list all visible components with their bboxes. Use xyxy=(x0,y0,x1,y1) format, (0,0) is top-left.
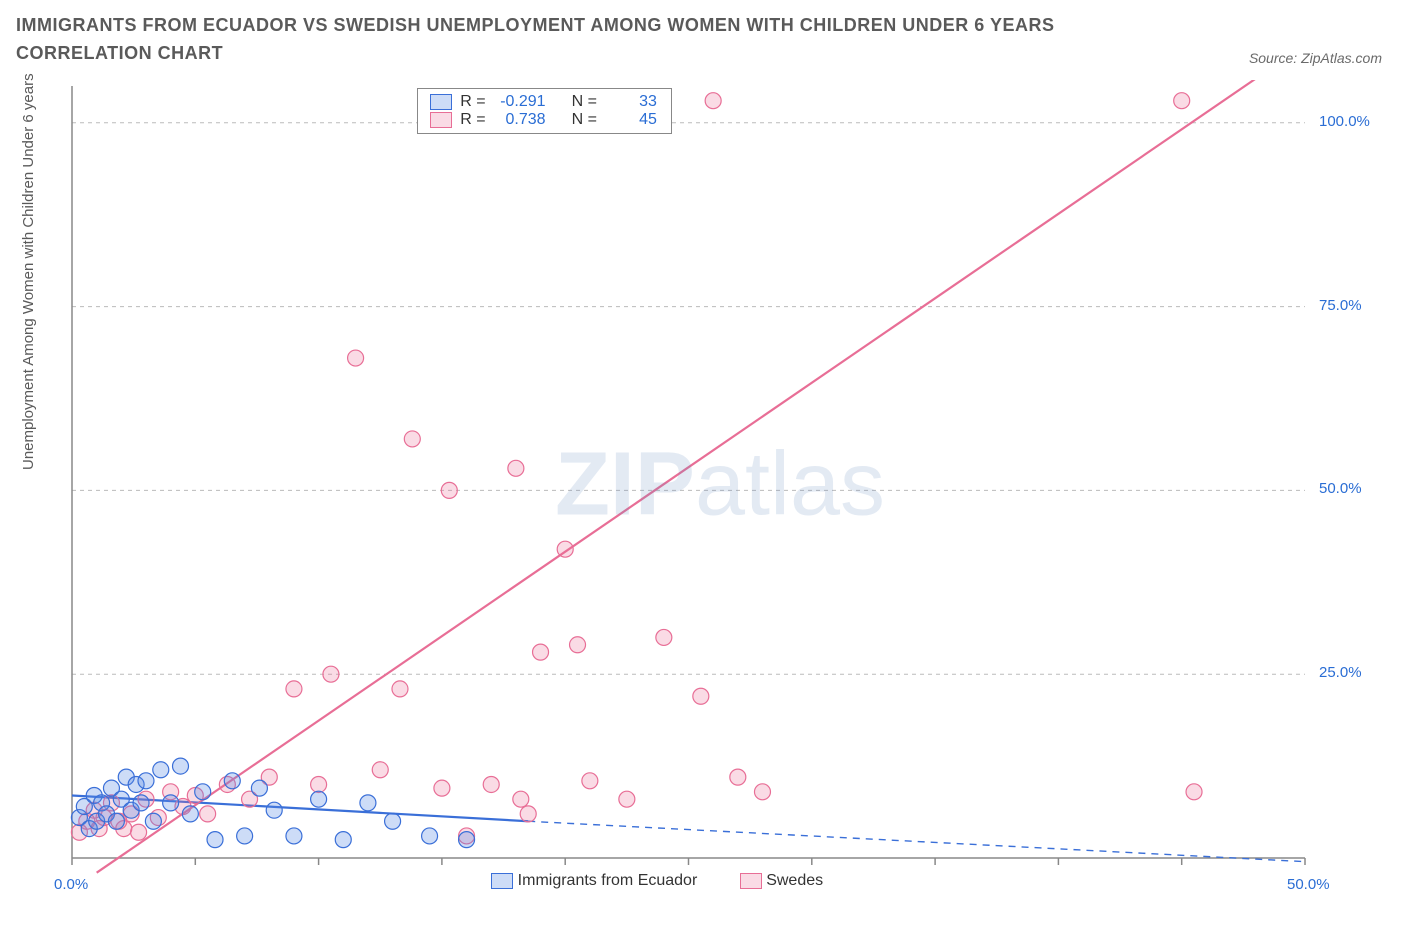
chart-title: IMMIGRANTS FROM ECUADOR VS SWEDISH UNEMP… xyxy=(16,12,1116,68)
axis-tick-label: 0.0% xyxy=(54,876,88,893)
scatter-chart-svg xyxy=(60,80,1380,890)
legend-item-blue: Immigrants from Ecuador xyxy=(491,872,697,890)
stats-row-blue: R = -0.291 N = 33 xyxy=(426,93,661,111)
chart-container: IMMIGRANTS FROM ECUADOR VS SWEDISH UNEMP… xyxy=(0,0,1406,930)
y-axis-label: Unemployment Among Women with Children U… xyxy=(20,73,37,470)
r-value-pink: 0.738 xyxy=(494,111,546,129)
legend-item-pink: Swedes xyxy=(740,872,823,890)
swatch-pink xyxy=(740,873,762,889)
plot-area: ZIPatlas R = -0.291 N = 33 R = 0.738 N = xyxy=(60,80,1380,890)
swatch-blue xyxy=(491,873,513,889)
source-attribution: Source: ZipAtlas.com xyxy=(1249,50,1382,66)
swatch-pink xyxy=(430,112,452,128)
stats-legend: R = -0.291 N = 33 R = 0.738 N = 45 xyxy=(417,88,672,134)
axis-tick-label: 25.0% xyxy=(1319,664,1362,681)
r-label: R = xyxy=(456,93,489,111)
swatch-blue xyxy=(430,94,452,110)
axis-tick-label: 100.0% xyxy=(1319,113,1370,130)
n-label: N = xyxy=(568,111,601,129)
n-value-pink: 45 xyxy=(605,111,657,129)
series-legend: Immigrants from Ecuador Swedes xyxy=(491,872,861,890)
r-value-blue: -0.291 xyxy=(494,93,546,111)
legend-label-pink: Swedes xyxy=(766,872,823,889)
axis-tick-label: 50.0% xyxy=(1319,480,1362,497)
n-value-blue: 33 xyxy=(605,93,657,111)
r-label: R = xyxy=(456,111,489,129)
stats-row-pink: R = 0.738 N = 45 xyxy=(426,111,661,129)
n-label: N = xyxy=(568,93,601,111)
axis-tick-label: 50.0% xyxy=(1287,876,1330,893)
axis-tick-label: 75.0% xyxy=(1319,297,1362,314)
legend-label-blue: Immigrants from Ecuador xyxy=(518,872,698,889)
